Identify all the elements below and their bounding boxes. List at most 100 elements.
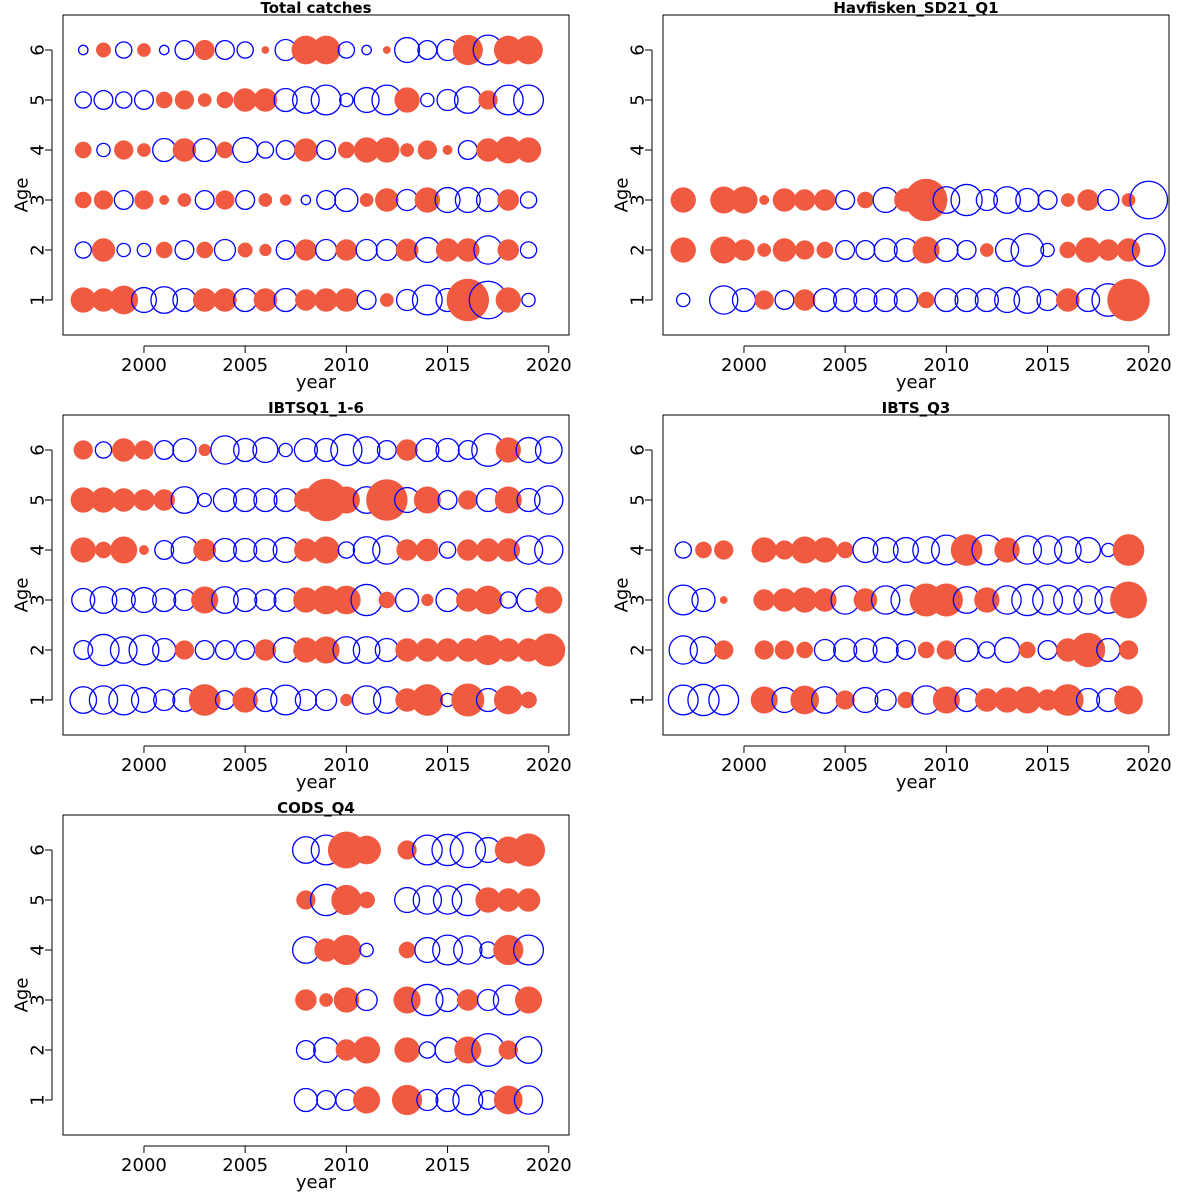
bubble-negative: [256, 141, 275, 159]
y-tick-label: 5: [28, 894, 49, 905]
y-tick-label: 3: [628, 594, 649, 605]
bubble-negative: [254, 588, 277, 612]
bubble-negative: [394, 886, 421, 914]
bubble-positive: [188, 684, 221, 716]
bubble-negative: [1129, 180, 1169, 220]
bubble-positive: [496, 538, 521, 562]
bubble-negative: [214, 39, 235, 61]
bubble-positive: [233, 88, 257, 112]
bubble-negative: [94, 441, 113, 459]
bubble-negative: [170, 486, 199, 514]
bubble-negative: [235, 639, 256, 661]
bubble-positive: [757, 243, 772, 257]
bubble-negative: [893, 287, 919, 313]
y-tick-label: 3: [628, 194, 649, 205]
bubble-negative: [361, 44, 372, 56]
bubble-positive: [719, 596, 728, 604]
bubble-negative: [668, 635, 698, 665]
bubble-negative: [332, 636, 361, 664]
bubble-positive: [295, 239, 317, 261]
bubble-negative: [934, 287, 959, 313]
x-tick-label: 2015: [425, 355, 471, 376]
bubble-positive: [476, 538, 500, 562]
y-tick-label: 5: [628, 494, 649, 505]
bubble-negative: [438, 541, 457, 559]
bubble-negative: [291, 836, 320, 864]
x-tick-label: 2000: [121, 355, 167, 376]
bubble-positive: [514, 35, 543, 65]
bubble-positive: [494, 486, 522, 514]
bubble-negative: [316, 189, 337, 211]
bubble-negative: [352, 636, 381, 664]
bubble-positive: [473, 585, 503, 615]
panel-title: IBTS_Q3: [882, 399, 951, 417]
bubble-positive: [378, 591, 396, 609]
bubble-positive: [411, 684, 444, 716]
bubble-positive: [1110, 581, 1147, 619]
x-tick-label: 2010: [323, 755, 369, 776]
y-tick-label: 6: [628, 44, 649, 55]
bubble-negative: [912, 536, 941, 564]
bubble-positive: [153, 489, 175, 511]
bubble-negative: [708, 285, 739, 315]
bubble-negative: [128, 634, 160, 666]
bubble-positive: [396, 539, 418, 561]
plot-frame: [662, 14, 1170, 336]
y-tick-label: 2: [28, 244, 49, 255]
bubble-negative: [833, 637, 858, 663]
x-tick-label: 2020: [1126, 355, 1172, 376]
y-tick-label: 6: [628, 444, 649, 455]
bubble-negative: [687, 683, 720, 717]
bubble-positive: [114, 140, 134, 160]
bubble-negative: [352, 436, 381, 464]
bubble-positive: [393, 986, 421, 1014]
bubble-negative: [1053, 585, 1083, 615]
bubble-positive: [1070, 632, 1106, 668]
bubble-negative: [77, 44, 89, 56]
bubble-positive: [435, 238, 460, 262]
bubble-negative: [855, 239, 876, 261]
bubble-negative: [339, 92, 354, 108]
y-axis-label: Age: [612, 178, 633, 213]
bubble-negative: [934, 237, 959, 263]
bubble-positive: [398, 941, 416, 959]
bubble-negative: [1075, 687, 1101, 713]
bubble-positive: [1056, 288, 1080, 312]
bubble-positive: [421, 593, 434, 607]
bubble-negative: [232, 136, 259, 164]
bubble-positive: [774, 640, 795, 660]
bubble-positive: [515, 137, 542, 163]
bubble-positive: [191, 586, 219, 614]
bubble-positive: [1051, 684, 1084, 716]
bubble-negative: [514, 1036, 543, 1064]
panel-4: IBTS_Q3 2000 2005 2010 2015 2020 year 1 2 3 4 5 6 Age: [612, 399, 1172, 793]
y-tick-label: 3: [28, 194, 49, 205]
bubble-negative: [435, 987, 460, 1013]
y-tick-label: 4: [28, 544, 49, 555]
y-tick-label: 2: [28, 644, 49, 655]
bubble-positive: [750, 686, 778, 714]
bubble-negative: [453, 935, 483, 965]
bubble-negative: [708, 684, 740, 716]
bubble-negative: [270, 684, 302, 716]
bubble-positive: [366, 479, 408, 521]
bubble-negative: [835, 189, 856, 211]
bubble-positive: [139, 545, 149, 555]
y-tick-label: 5: [28, 94, 49, 105]
bubble-negative: [1037, 189, 1058, 211]
bubble-negative: [1010, 233, 1045, 267]
bubble-negative: [316, 139, 337, 161]
bubble-negative: [150, 286, 179, 314]
panel-title: Havfisken_SD21_Q1: [833, 0, 998, 17]
bubble-negative: [414, 936, 441, 964]
panel-title: IBTSQ1_1-6: [268, 399, 364, 417]
bubble-positive: [395, 638, 419, 662]
bubble-negative: [892, 536, 919, 564]
x-tick-label: 2010: [323, 355, 369, 376]
bubble-positive: [259, 243, 272, 257]
bubble-negative: [233, 487, 258, 513]
bubble-positive: [296, 890, 316, 910]
bubble-positive: [912, 236, 940, 264]
bubble-positive: [258, 193, 273, 207]
x-axis-label: year: [296, 372, 337, 393]
